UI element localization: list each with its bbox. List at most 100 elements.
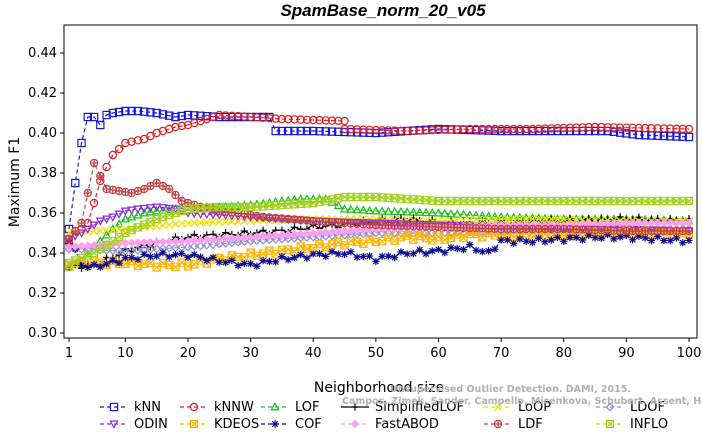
data-point (302, 232, 312, 242)
data-point (252, 232, 262, 241)
data-point (189, 209, 199, 219)
data-point (491, 245, 499, 253)
data-point (640, 218, 650, 228)
data-point (459, 124, 468, 134)
data-point (133, 205, 143, 214)
data-point (290, 254, 299, 262)
data-point (284, 256, 292, 264)
legend-label: LDF (518, 417, 543, 432)
data-point (139, 208, 149, 217)
legend-label: KDEOS (214, 417, 259, 432)
data-point (478, 215, 487, 224)
data-point (158, 110, 168, 119)
data-point (540, 214, 549, 224)
data-point (96, 120, 105, 130)
data-point (108, 213, 118, 222)
data-point (83, 188, 92, 198)
data-point (364, 205, 375, 215)
data-point (76, 229, 87, 238)
data-point (121, 238, 130, 248)
data-point (133, 245, 143, 255)
data-point (641, 234, 649, 242)
data-point (490, 124, 500, 134)
data-point (640, 123, 650, 133)
data-point (296, 126, 305, 136)
y-tick-label: 0.40 (28, 126, 57, 141)
data-point (471, 210, 481, 219)
data-point (283, 126, 293, 136)
data-point (403, 250, 411, 258)
data-point (365, 228, 375, 238)
data-point (139, 238, 149, 247)
series-inflo (64, 192, 694, 268)
data-point (120, 214, 130, 223)
data-point (165, 253, 173, 261)
data-point (458, 209, 469, 219)
data-point (390, 206, 400, 216)
data-point (327, 116, 337, 125)
data-point (183, 218, 193, 228)
data-point (183, 242, 193, 252)
data-point (189, 241, 199, 251)
data-point (196, 253, 205, 261)
data-point (371, 206, 381, 215)
data-point (77, 261, 86, 270)
data-point (597, 122, 606, 132)
data-point (333, 227, 343, 236)
data-point (678, 124, 687, 134)
data-point (339, 204, 350, 213)
data-point (315, 126, 324, 136)
data-point (83, 241, 93, 250)
data-point (171, 237, 180, 246)
data-point (340, 226, 349, 236)
data-point (253, 262, 261, 270)
legend-marker (605, 402, 615, 412)
data-point (233, 233, 243, 243)
data-point (190, 250, 198, 259)
legend-item: SimplifiedLOF (341, 400, 464, 415)
data-point (83, 245, 93, 255)
data-point (322, 252, 330, 261)
data-point (315, 115, 324, 125)
data-point (240, 259, 248, 268)
data-point (384, 126, 393, 135)
data-point (277, 126, 287, 136)
data-point (358, 219, 368, 228)
data-point (108, 150, 118, 160)
data-point (572, 215, 581, 224)
data-point (221, 234, 230, 243)
data-point (660, 236, 668, 245)
legend-label: SimplifiedLOF (375, 400, 464, 415)
data-point (478, 248, 486, 256)
data-point (134, 255, 142, 264)
data-point (584, 126, 593, 136)
data-point (265, 231, 274, 241)
data-point (346, 226, 356, 235)
data-point (402, 207, 412, 216)
data-point (71, 178, 80, 188)
data-point (408, 220, 419, 230)
data-point (321, 116, 330, 125)
data-point (578, 236, 587, 244)
series-group (64, 106, 694, 272)
data-point (510, 239, 518, 247)
data-point (465, 124, 475, 134)
data-point (421, 126, 431, 135)
legend-label: kNN (134, 400, 161, 415)
plot-frame (63, 24, 698, 339)
data-point (120, 207, 130, 216)
data-point (528, 124, 537, 134)
legend-item: INFLO (596, 417, 668, 432)
data-point (152, 108, 161, 118)
data-point (453, 244, 461, 253)
data-point (209, 218, 218, 227)
data-point (559, 123, 568, 133)
data-point (409, 250, 418, 258)
data-point (397, 248, 405, 256)
data-point (302, 126, 312, 136)
data-point (114, 210, 124, 219)
data-point (271, 234, 281, 244)
data-point (565, 123, 575, 133)
data-point (647, 123, 656, 133)
